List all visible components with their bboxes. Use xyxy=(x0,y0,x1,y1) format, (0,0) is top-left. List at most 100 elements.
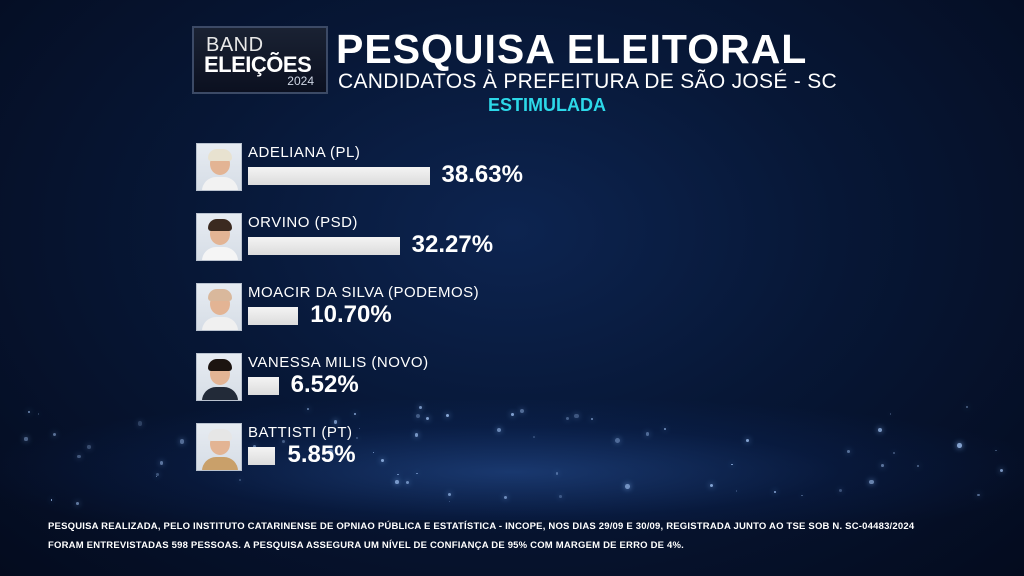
particle-dot xyxy=(532,436,535,439)
vote-percentage-label: 10.70% xyxy=(310,301,392,328)
background-glow xyxy=(0,400,1024,520)
candidate-row: ADELIANA (PL) 38.63% xyxy=(196,143,796,195)
particle-dot xyxy=(774,490,777,493)
particle-dot xyxy=(965,405,969,408)
particle-dot xyxy=(52,432,56,436)
photo-body xyxy=(202,177,238,190)
logo-band-text: BAND xyxy=(206,34,264,56)
candidate-name: ADELIANA (PL) xyxy=(248,144,361,161)
candidate-photo xyxy=(196,423,242,471)
particle-dot xyxy=(957,443,962,448)
particle-dot xyxy=(307,407,309,410)
photo-hair xyxy=(208,359,232,371)
particle-dot xyxy=(425,417,429,421)
particle-dot xyxy=(155,472,160,477)
footer-line-2: FORAM ENTREVISTADAS 598 PESSOAS. A PESQU… xyxy=(48,540,684,551)
particle-dot xyxy=(380,458,384,462)
particle-dot xyxy=(625,484,631,489)
logo-eleicoes-text: ELEIÇÕES xyxy=(204,52,312,77)
particle-dot xyxy=(615,438,621,444)
page-subtitle: CANDIDATOS À PREFEITURA DE SÃO JOSÉ - SC xyxy=(338,70,837,93)
vote-percentage-label: 5.85% xyxy=(287,441,356,468)
band-eleicoes-logo: BAND ELEIÇÕES 2024 xyxy=(192,26,328,94)
particle-dot xyxy=(397,473,400,476)
particle-dot xyxy=(24,437,28,441)
logo-year-text: 2024 xyxy=(287,74,314,88)
footer-disclaimer: PESQUISA REALIZADA, PELO INSTITUTO CATAR… xyxy=(48,517,988,555)
particle-dot xyxy=(395,480,399,484)
candidate-row: VANESSA MILIS (NOVO) 6.52% xyxy=(196,353,796,405)
particle-dot xyxy=(155,475,158,477)
particle-dot xyxy=(418,405,422,409)
particle-dot xyxy=(414,433,419,437)
particle-dot xyxy=(448,500,451,503)
particle-dot xyxy=(37,413,40,415)
particle-dot xyxy=(519,408,525,414)
particle-dot xyxy=(333,420,337,424)
particle-dot xyxy=(281,439,285,443)
candidate-name: ORVINO (PSD) xyxy=(248,214,358,231)
particle-dot xyxy=(892,452,895,455)
particle-dot xyxy=(645,431,650,436)
candidate-name: VANESSA MILIS (NOVO) xyxy=(248,354,429,371)
candidate-row: BATTISTI (PT) 5.85% xyxy=(196,423,796,475)
particle-dot xyxy=(878,427,882,432)
photo-body xyxy=(202,247,238,260)
footer-line-1: PESQUISA REALIZADA, PELO INSTITUTO CATAR… xyxy=(48,521,915,532)
particle-dot xyxy=(566,416,570,420)
particle-dot xyxy=(353,412,356,416)
candidate-row: ORVINO (PSD) 32.27% xyxy=(196,213,796,265)
photo-body xyxy=(202,387,238,400)
particle-dot xyxy=(253,445,257,449)
candidate-name: BATTISTI (PT) xyxy=(248,424,353,441)
particle-dot xyxy=(359,428,361,430)
particle-dot xyxy=(846,450,850,453)
candidate-photo xyxy=(196,353,242,401)
particle-dot xyxy=(735,490,738,492)
page-title: PESQUISA ELEITORAL xyxy=(336,26,808,72)
particle-dot xyxy=(372,451,374,453)
particle-dot xyxy=(239,479,242,482)
particle-dot xyxy=(448,493,452,497)
vote-percentage-label: 32.27% xyxy=(411,231,494,258)
particle-dot xyxy=(87,445,91,449)
particle-dot xyxy=(27,411,31,414)
particle-dot xyxy=(416,413,421,418)
particle-dot xyxy=(511,412,515,416)
particle-dot xyxy=(50,498,53,501)
photo-hair xyxy=(208,149,232,161)
particle-dot xyxy=(916,464,919,468)
photo-hair xyxy=(208,289,232,301)
candidate-name: MOACIR DA SILVA (PODEMOS) xyxy=(248,284,480,301)
particle-dot xyxy=(868,479,874,485)
particle-dot xyxy=(76,502,79,506)
particle-dot xyxy=(356,437,359,440)
particle-dot xyxy=(889,413,892,415)
particle-dot xyxy=(77,454,81,459)
particle-dot xyxy=(999,468,1003,472)
particle-dot xyxy=(503,495,508,500)
vote-bar xyxy=(248,377,279,395)
particle-dot xyxy=(976,493,980,497)
candidate-photo xyxy=(196,213,242,261)
photo-body xyxy=(202,317,238,330)
particle-dot xyxy=(405,480,410,485)
particle-dot xyxy=(445,413,449,418)
particle-dot xyxy=(591,418,594,421)
particle-dot xyxy=(664,428,666,431)
particle-dot xyxy=(416,473,418,475)
particle-dot xyxy=(881,463,884,467)
photo-hair xyxy=(208,429,232,441)
particle-dot xyxy=(801,494,803,497)
particle-dot xyxy=(328,448,333,454)
candidate-photo xyxy=(196,283,242,331)
particle-dot xyxy=(138,421,143,426)
particle-dot xyxy=(555,472,559,475)
survey-type-badge: ESTIMULADA xyxy=(488,95,606,115)
photo-hair xyxy=(208,219,232,231)
particle-dot xyxy=(574,413,579,419)
photo-body xyxy=(202,457,238,470)
particle-dot xyxy=(995,449,998,452)
vote-percentage-label: 6.52% xyxy=(290,371,359,398)
particle-dot xyxy=(558,495,562,498)
